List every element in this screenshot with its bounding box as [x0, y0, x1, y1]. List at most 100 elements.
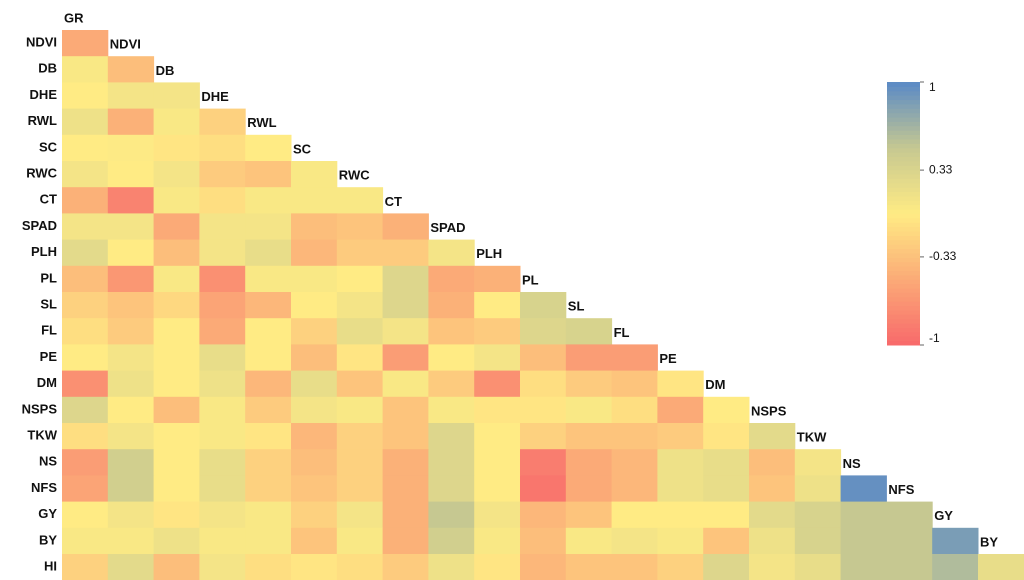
cell [428, 501, 475, 529]
cell [932, 554, 979, 580]
cell [611, 501, 658, 529]
cell [336, 213, 384, 241]
cell [199, 213, 246, 241]
cell [474, 527, 521, 555]
cell [62, 475, 109, 503]
cell [199, 370, 246, 398]
cell [474, 370, 521, 398]
cell [703, 554, 750, 580]
cell [62, 82, 109, 110]
cell [520, 370, 567, 398]
cell [107, 134, 155, 162]
column-label: DB [156, 63, 175, 78]
cell [199, 527, 246, 555]
cell [474, 396, 521, 424]
colorbar-swatch [887, 292, 920, 298]
colorbar-swatch [887, 314, 920, 320]
colorbar-swatch [887, 134, 920, 140]
cell [657, 370, 704, 398]
cell [107, 423, 155, 450]
cell [336, 554, 384, 580]
colorbar-swatch [887, 323, 920, 328]
colorbar: 1 0.33 -0.33 -1 [887, 80, 957, 346]
colorbar-swatch [887, 95, 920, 101]
cell [291, 449, 338, 476]
cell [153, 108, 200, 136]
cell [703, 423, 750, 450]
cell [107, 501, 155, 529]
cell [474, 554, 521, 580]
colorbar-swatch [887, 117, 920, 122]
cell [749, 475, 796, 503]
cell [749, 554, 796, 580]
cell [428, 554, 475, 580]
colorbar-swatch [887, 99, 920, 105]
column-label: SPAD [430, 220, 465, 235]
cell [794, 501, 842, 529]
cell [153, 423, 200, 450]
cell [336, 527, 384, 555]
cell [336, 292, 384, 319]
cell [107, 213, 155, 241]
cell [520, 423, 567, 450]
cell [62, 318, 109, 345]
cell [520, 554, 567, 580]
cell [62, 161, 109, 188]
row-label: NSPS [22, 401, 58, 416]
colorbar-swatch [887, 252, 920, 258]
cell [107, 265, 155, 293]
cell [474, 449, 521, 476]
cell [153, 554, 200, 580]
colorbar-swatch [887, 270, 920, 276]
cell [245, 134, 292, 162]
cell [245, 370, 292, 398]
cell [474, 344, 521, 372]
cell [474, 475, 521, 503]
cell [428, 370, 475, 398]
row-label: GY [38, 506, 57, 521]
cell [107, 344, 155, 372]
cell [245, 449, 292, 476]
cell [657, 527, 704, 555]
cell [245, 475, 292, 503]
cell [107, 82, 155, 110]
cell [382, 501, 429, 529]
cell [565, 344, 613, 372]
cell [62, 187, 109, 214]
cell [153, 370, 200, 398]
cell [565, 449, 613, 476]
cell [62, 239, 109, 267]
cell [520, 396, 567, 424]
row-label: TKW [27, 428, 57, 443]
cell [336, 344, 384, 372]
row-label: FL [41, 323, 57, 338]
cell [336, 370, 384, 398]
cell [565, 554, 613, 580]
row-label: RWC [26, 166, 57, 181]
colorbar-swatch [887, 239, 920, 245]
cell [107, 56, 155, 83]
cell [291, 423, 338, 450]
cell [611, 475, 658, 503]
colorbar-swatch [887, 274, 920, 280]
colorbar-swatch [887, 147, 920, 153]
cell [474, 318, 521, 345]
colorbar-swatch [887, 209, 920, 214]
cell [62, 134, 109, 162]
cell [291, 344, 338, 372]
cell [840, 501, 887, 529]
colorbar-swatch [887, 152, 920, 158]
cell [245, 527, 292, 555]
cell [62, 344, 109, 372]
cell [107, 292, 155, 319]
colorbar-swatch [887, 301, 920, 307]
cell [382, 475, 429, 503]
cell [107, 318, 155, 345]
cell [245, 265, 292, 293]
cell [565, 527, 613, 555]
cell [336, 475, 384, 503]
cell [62, 30, 109, 57]
colorbar-tick-label: -0.33 [929, 249, 957, 263]
cell [428, 449, 475, 476]
colorbar-swatch [887, 82, 920, 87]
